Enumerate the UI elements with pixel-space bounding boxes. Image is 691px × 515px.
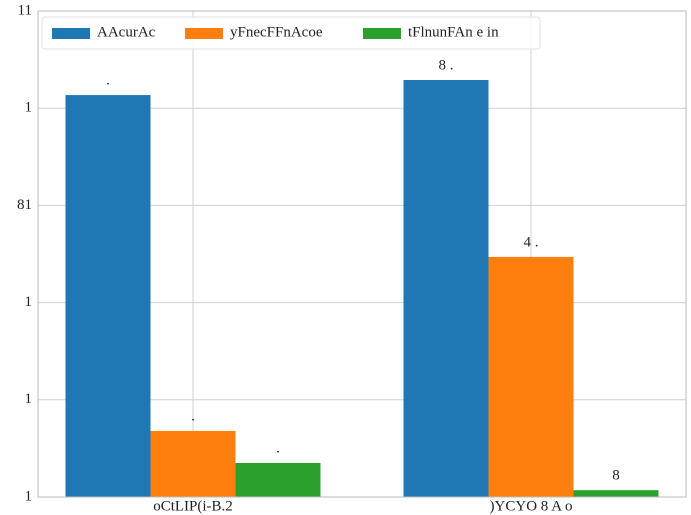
x-tick-label: )YCYO 8 A o [490, 498, 573, 514]
value-label: 8 . [439, 57, 454, 73]
y-tick-label: 11 [18, 2, 32, 18]
y-tick-label: 1 [25, 391, 33, 407]
bar [150, 430, 236, 497]
legend-box [41, 16, 541, 50]
legend-swatch [185, 28, 223, 39]
bar [65, 95, 151, 497]
bar [403, 80, 489, 498]
bar [235, 462, 321, 497]
y-tick-label: 1 [25, 488, 33, 504]
bar [573, 490, 659, 497]
y-tick-label: 81 [17, 197, 32, 213]
x-tick-label: oCtLIP(i-B.2 [153, 498, 233, 514]
plot-frame [37, 10, 687, 498]
value-label: . [276, 440, 280, 456]
legend-label: yFnecFFnAcoe [230, 24, 323, 40]
legend-label: AAcurAc [97, 24, 156, 40]
legend-label: tFlnunFAn e in [408, 24, 499, 40]
legend-swatch [52, 28, 90, 39]
value-label: . [106, 73, 110, 89]
legend-swatch [363, 28, 401, 39]
y-tick-label: 1 [25, 294, 33, 310]
bar [488, 256, 574, 497]
y-tick-label: 1 [25, 100, 33, 116]
value-label: . [191, 408, 195, 424]
value-label: 4 . [524, 234, 539, 250]
value-label: 8 [612, 468, 620, 484]
